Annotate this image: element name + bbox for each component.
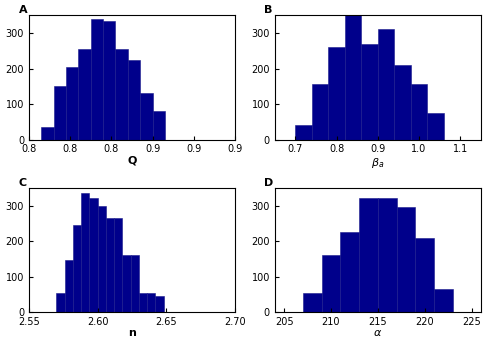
Text: C: C: [19, 178, 27, 188]
Bar: [345, 15, 361, 140]
Bar: [415, 238, 434, 312]
X-axis label: Q: Q: [127, 156, 137, 166]
Bar: [73, 225, 81, 312]
Bar: [57, 293, 64, 312]
Bar: [114, 218, 122, 312]
Bar: [155, 296, 163, 312]
Bar: [41, 127, 54, 140]
Bar: [54, 86, 66, 140]
Bar: [81, 193, 89, 312]
Bar: [434, 289, 453, 312]
Bar: [295, 125, 312, 140]
Bar: [378, 198, 397, 312]
Bar: [312, 85, 328, 140]
X-axis label: n: n: [128, 329, 136, 338]
Bar: [122, 255, 131, 312]
Bar: [153, 111, 165, 140]
Bar: [139, 293, 147, 312]
Bar: [91, 19, 103, 140]
Bar: [147, 293, 155, 312]
Bar: [361, 44, 378, 140]
Bar: [411, 85, 427, 140]
Bar: [106, 218, 114, 312]
Bar: [89, 198, 98, 312]
X-axis label: $\alpha$: $\alpha$: [373, 329, 383, 338]
Bar: [359, 198, 378, 312]
Bar: [303, 293, 322, 312]
Bar: [64, 260, 73, 312]
Bar: [79, 49, 91, 140]
Bar: [140, 93, 153, 140]
Text: B: B: [264, 5, 273, 15]
Bar: [116, 49, 128, 140]
Bar: [103, 21, 116, 140]
X-axis label: $\beta_a$: $\beta_a$: [371, 156, 385, 170]
Text: D: D: [264, 178, 274, 188]
Bar: [328, 47, 345, 140]
Bar: [397, 207, 415, 312]
Bar: [131, 255, 139, 312]
Bar: [340, 232, 359, 312]
Bar: [322, 255, 340, 312]
Text: A: A: [19, 5, 27, 15]
Bar: [427, 113, 444, 140]
Bar: [98, 206, 106, 312]
Bar: [66, 67, 79, 140]
Bar: [394, 65, 411, 140]
Bar: [128, 60, 140, 140]
Bar: [378, 29, 394, 140]
